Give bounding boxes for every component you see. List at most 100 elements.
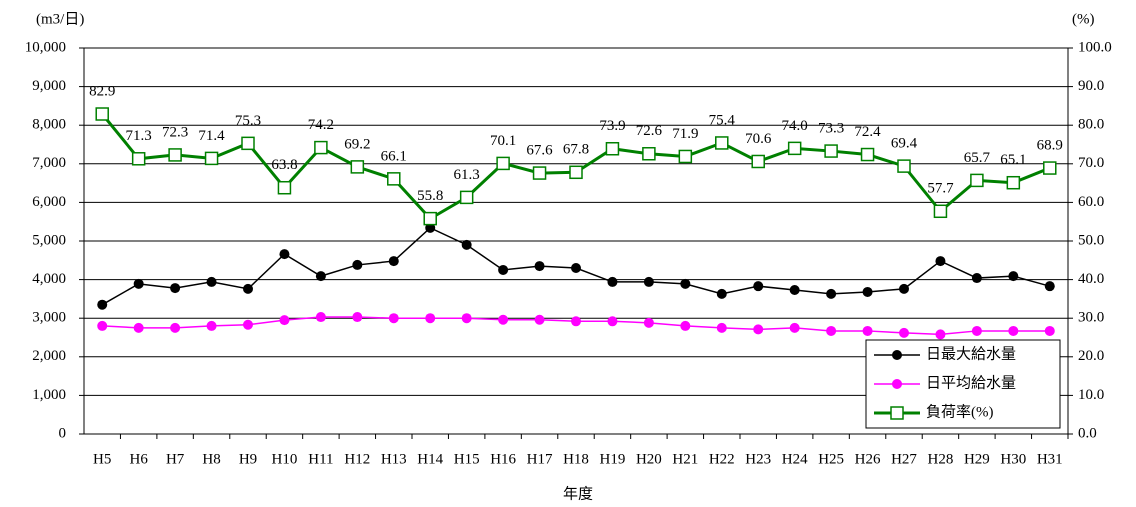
- data-point: [133, 322, 144, 333]
- x-tick-label: H30: [1000, 451, 1026, 467]
- x-tick-label: H14: [417, 451, 443, 467]
- data-point: [532, 166, 547, 180]
- data-point: [423, 211, 437, 226]
- y2-tick-label: 30.0: [1078, 310, 1104, 326]
- data-label: 65.1: [1000, 152, 1026, 168]
- data-point: [605, 141, 620, 156]
- x-tick-label: H31: [1037, 451, 1063, 467]
- y2-tick-label: 80.0: [1078, 117, 1104, 133]
- data-point: [715, 136, 729, 150]
- x-tick-label: H10: [272, 451, 298, 467]
- data-point: [97, 320, 108, 331]
- x-tick-label: H17: [527, 451, 553, 467]
- y-axis-label: (m3/日): [36, 11, 84, 27]
- data-point: [569, 165, 583, 180]
- data-point: [206, 276, 217, 287]
- y2-tick-label: 20.0: [1078, 348, 1104, 364]
- data-point: [862, 286, 873, 297]
- data-point: [571, 263, 581, 274]
- data-point: [826, 288, 837, 299]
- y-tick-label: 1,000: [32, 387, 66, 403]
- data-point: [206, 320, 217, 331]
- data-point: [315, 271, 326, 282]
- legend-label: 日最大給水量: [926, 345, 1016, 362]
- y2-tick-label: 0.0: [1078, 425, 1097, 441]
- y2-tick-label: 60.0: [1078, 194, 1104, 210]
- data-point: [970, 173, 984, 188]
- data-point: [131, 152, 146, 166]
- data-point: [95, 107, 109, 121]
- data-label: 63.8: [271, 157, 297, 173]
- data-point: [680, 278, 691, 289]
- x-tick-label: H12: [344, 451, 370, 467]
- data-label: 71.3: [126, 128, 152, 144]
- y-tick-label: 10,000: [25, 39, 66, 55]
- data-label: 72.4: [854, 124, 881, 140]
- data-point: [97, 299, 108, 310]
- data-point: [425, 313, 436, 324]
- data-point: [899, 327, 909, 338]
- data-point: [753, 324, 764, 335]
- data-point: [243, 319, 253, 330]
- data-point: [279, 249, 290, 260]
- data-label: 68.9: [1037, 137, 1063, 153]
- legend-marker: [892, 379, 902, 389]
- y2-tick-label: 40.0: [1078, 271, 1104, 287]
- x-tick-label: H15: [454, 451, 480, 467]
- data-point: [1006, 175, 1021, 190]
- data-point: [607, 276, 618, 287]
- x-tick-label: H29: [964, 451, 990, 467]
- data-point: [789, 322, 800, 333]
- data-point: [170, 322, 181, 333]
- data-label: 73.9: [599, 118, 625, 134]
- x-tick-label: H21: [672, 451, 698, 467]
- y-tick-label: 5,000: [32, 232, 66, 248]
- data-label: 75.3: [235, 113, 261, 129]
- data-point: [496, 156, 510, 171]
- y2-axis-label: (%): [1072, 11, 1095, 27]
- y2-tick-label: 10.0: [1078, 387, 1104, 403]
- data-point: [243, 283, 253, 294]
- data-point: [534, 314, 545, 325]
- data-label: 74.0: [782, 118, 808, 134]
- data-point: [642, 147, 656, 161]
- data-point: [133, 278, 144, 289]
- data-point: [753, 281, 764, 292]
- data-label: 69.4: [891, 136, 918, 152]
- data-label: 65.7: [964, 150, 991, 166]
- y-tick-label: 7,000: [32, 155, 66, 171]
- data-label: 72.6: [636, 123, 663, 139]
- data-label: 70.6: [745, 131, 772, 147]
- data-label: 72.3: [162, 124, 188, 140]
- data-point: [204, 151, 219, 166]
- y2-tick-label: 70.0: [1078, 155, 1104, 171]
- x-tick-label: H9: [239, 451, 257, 467]
- data-point: [716, 288, 727, 299]
- x-tick-label: H13: [381, 451, 407, 467]
- data-point: [971, 325, 982, 336]
- x-tick-label: H23: [745, 451, 771, 467]
- y-tick-label: 3,000: [32, 310, 66, 326]
- data-label: 75.4: [709, 112, 736, 128]
- data-label: 69.2: [344, 136, 370, 152]
- x-tick-label: H5: [93, 451, 111, 467]
- data-point: [498, 264, 509, 275]
- data-point: [935, 256, 946, 267]
- data-label: 66.1: [381, 148, 407, 164]
- data-point: [277, 180, 292, 195]
- data-point: [241, 136, 255, 151]
- x-tick-label: H27: [891, 451, 917, 467]
- data-point: [862, 325, 873, 336]
- x-tick-label: H25: [818, 451, 844, 467]
- x-tick-label: H22: [709, 451, 735, 467]
- data-point: [897, 159, 911, 173]
- x-tick-label: H20: [636, 451, 662, 467]
- data-point: [1044, 325, 1055, 336]
- data-point: [279, 315, 290, 326]
- data-point: [607, 316, 618, 327]
- data-label: 82.9: [89, 83, 115, 99]
- x-tick-label: H11: [308, 451, 333, 467]
- data-label: 57.7: [927, 181, 954, 197]
- data-point: [899, 283, 909, 294]
